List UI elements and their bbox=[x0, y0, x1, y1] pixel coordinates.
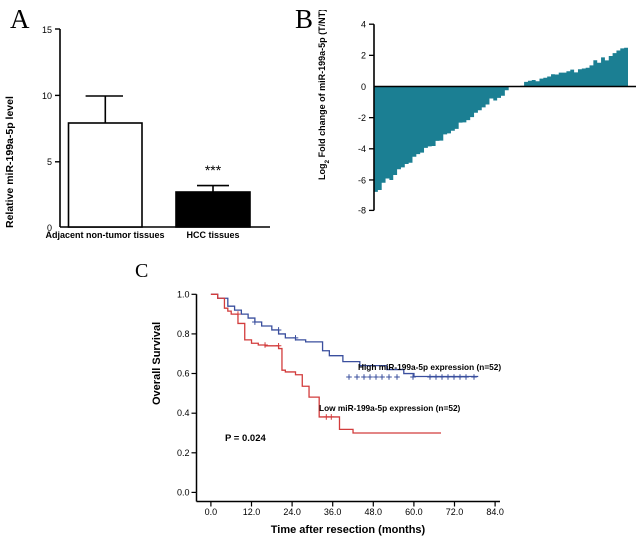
svg-text:24.0: 24.0 bbox=[283, 507, 301, 517]
svg-text:Time after resection (months): Time after resection (months) bbox=[271, 524, 426, 536]
svg-text:0.0: 0.0 bbox=[205, 507, 218, 517]
svg-text:36.0: 36.0 bbox=[324, 507, 342, 517]
svg-text:C: C bbox=[135, 260, 148, 282]
svg-text:-4: -4 bbox=[358, 144, 366, 154]
svg-text:Overall Survival: Overall Survival bbox=[151, 322, 163, 405]
svg-text:4: 4 bbox=[361, 20, 366, 30]
svg-text:60.0: 60.0 bbox=[405, 507, 423, 517]
svg-text:10: 10 bbox=[42, 91, 52, 101]
svg-text:72.0: 72.0 bbox=[446, 507, 464, 517]
svg-text:48.0: 48.0 bbox=[365, 507, 383, 517]
svg-text:15: 15 bbox=[42, 25, 52, 35]
svg-text:1.0: 1.0 bbox=[177, 289, 190, 299]
svg-text:0.6: 0.6 bbox=[177, 369, 190, 379]
svg-text:Relative miR-199a-5p level: Relative miR-199a-5p level bbox=[4, 96, 16, 228]
svg-text:High miR-199a-5p expression (n: High miR-199a-5p expression (n=52) bbox=[358, 362, 501, 372]
svg-text:2: 2 bbox=[361, 51, 366, 61]
svg-text:Adjacent non-tumor tissues: Adjacent non-tumor tissues bbox=[45, 230, 164, 240]
svg-text:12.0: 12.0 bbox=[243, 507, 261, 517]
svg-text:0: 0 bbox=[361, 82, 366, 92]
svg-text:0.0: 0.0 bbox=[177, 487, 190, 497]
svg-text:-6: -6 bbox=[358, 175, 366, 185]
svg-text:-8: -8 bbox=[358, 206, 366, 216]
svg-text:0.8: 0.8 bbox=[177, 329, 190, 339]
svg-text:***: *** bbox=[205, 162, 222, 178]
svg-text:0.2: 0.2 bbox=[177, 448, 190, 458]
svg-text:0.4: 0.4 bbox=[177, 408, 190, 418]
svg-text:-2: -2 bbox=[358, 113, 366, 123]
svg-text:Low miR-199a-5p expression (n=: Low miR-199a-5p expression (n=52) bbox=[319, 403, 461, 413]
svg-text:Log2 Fold change of miR-199a-5: Log2 Fold change of miR-199a-5p (T/NT) bbox=[317, 10, 331, 180]
svg-text:5: 5 bbox=[47, 157, 52, 167]
svg-text:HCC tissues: HCC tissues bbox=[186, 230, 239, 240]
svg-text:P = 0.024: P = 0.024 bbox=[225, 433, 266, 444]
svg-text:84.0: 84.0 bbox=[486, 507, 504, 517]
